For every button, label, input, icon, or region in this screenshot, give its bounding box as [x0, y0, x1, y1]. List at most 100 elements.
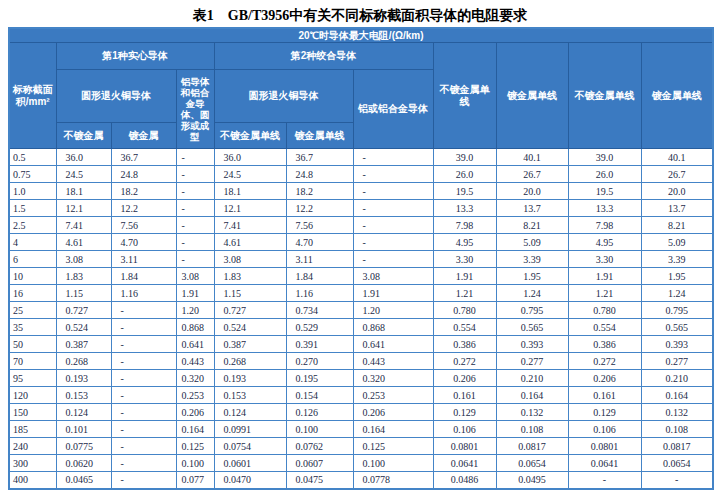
resistance-value-cell: 0.100 — [353, 455, 433, 472]
solid-plain-header-cell: 不镀金属 — [56, 123, 111, 149]
table-row: 4000.0465-0.0770.04700.04750.07780.04860… — [9, 472, 713, 489]
resistance-value-cell: 0.320 — [353, 370, 433, 387]
resistance-value-cell: 19.5 — [568, 183, 641, 200]
plain-wire-header-cell-1: 不镀金属单线 — [433, 43, 496, 149]
resistance-value-cell: 40.1 — [641, 149, 713, 166]
resistance-value-cell: 0.106 — [568, 421, 641, 438]
resistance-value-cell: 1.15 — [214, 285, 286, 302]
resistance-value-cell: - — [111, 319, 176, 336]
table-row: 700.268-0.4430.2680.2700.4430.2720.2770.… — [9, 353, 713, 370]
resistance-value-cell: 0.780 — [433, 302, 496, 319]
resistance-value-cell: 0.0775 — [56, 438, 111, 455]
resistance-value-cell: 13.3 — [433, 200, 496, 217]
resistance-value-cell: 20.0 — [641, 183, 713, 200]
resistance-value-cell: 3.08 — [56, 251, 111, 268]
resistance-value-cell: 3.08 — [176, 268, 214, 285]
resistance-value-cell: 0.565 — [496, 319, 568, 336]
resistance-value-cell: 0.443 — [176, 353, 214, 370]
area-cell: 150 — [9, 404, 56, 421]
resistance-value-cell: 0.132 — [496, 404, 568, 421]
resistance-value-cell: 0.320 — [176, 370, 214, 387]
stranded-copper-header-cell: 圆形退火铜导体 — [214, 70, 353, 123]
header-row-groups: 标称截面积/mm² 第1种实心导体 第2种绞合导体 不镀金属单线 镀金属单线 不… — [9, 43, 713, 70]
resistance-value-cell: 36.7 — [111, 149, 176, 166]
table-row: 161.151.161.911.151.161.911.211.241.211.… — [9, 285, 713, 302]
resistance-value-cell: 7.41 — [214, 217, 286, 234]
resistance-value-cell: - — [353, 200, 433, 217]
resistance-value-cell: 0.387 — [56, 336, 111, 353]
resistance-value-cell: 0.206 — [176, 404, 214, 421]
resistance-value-cell: - — [111, 404, 176, 421]
resistance-value-cell: 0.727 — [214, 302, 286, 319]
stranded-plain-header-cell: 不镀金属单线 — [214, 123, 286, 149]
area-cell: 1.5 — [9, 200, 56, 217]
table-row: 250.727-1.200.7270.7341.200.7800.7950.78… — [9, 302, 713, 319]
resistance-value-cell: 0.206 — [568, 370, 641, 387]
resistance-value-cell: 0.0475 — [286, 472, 353, 489]
resistance-value-cell: 0.795 — [496, 302, 568, 319]
area-cell: 185 — [9, 421, 56, 438]
resistance-value-cell: 13.7 — [641, 200, 713, 217]
resistance-value-cell: 24.8 — [286, 166, 353, 183]
resistance-value-cell: 0.0607 — [286, 455, 353, 472]
resistance-value-cell: 0.0620 — [56, 455, 111, 472]
resistance-value-cell: 0.0754 — [214, 438, 286, 455]
resistance-value-cell: - — [641, 472, 713, 489]
area-cell: 240 — [9, 438, 56, 455]
area-cell: 6 — [9, 251, 56, 268]
resistance-value-cell: - — [176, 166, 214, 183]
resistance-value-cell: 12.1 — [56, 200, 111, 217]
resistance-value-cell: 36.0 — [56, 149, 111, 166]
resistance-value-cell: 1.20 — [353, 302, 433, 319]
resistance-value-cell: 0.253 — [353, 387, 433, 404]
resistance-value-cell: 1.84 — [286, 268, 353, 285]
resistance-value-cell: 36.7 — [286, 149, 353, 166]
resistance-value-cell: 1.91 — [176, 285, 214, 302]
resistance-value-cell: 3.08 — [214, 251, 286, 268]
resistance-value-cell: 0.868 — [176, 319, 214, 336]
resistance-value-cell: 5.09 — [641, 234, 713, 251]
table-row: 63.083.11-3.083.11-3.303.393.303.39 — [9, 251, 713, 268]
resistance-value-cell: 0.272 — [433, 353, 496, 370]
resistance-value-cell: 0.386 — [568, 336, 641, 353]
resistance-value-cell: 40.1 — [496, 149, 568, 166]
resistance-value-cell: - — [111, 472, 176, 489]
resistance-value-cell: 0.0778 — [353, 472, 433, 489]
table-row: 3000.0620-0.1000.06010.06070.1000.06410.… — [9, 455, 713, 472]
resistance-value-cell: 0.641 — [176, 336, 214, 353]
resistance-value-cell: 3.08 — [353, 268, 433, 285]
table-row: 2.57.417.56-7.417.56-7.988.217.988.21 — [9, 217, 713, 234]
resistance-value-cell: 3.30 — [433, 251, 496, 268]
resistance-value-cell: - — [176, 200, 214, 217]
area-cell: 120 — [9, 387, 56, 404]
resistance-value-cell: 12.2 — [286, 200, 353, 217]
area-cell: 2.5 — [9, 217, 56, 234]
resistance-value-cell: 0.253 — [176, 387, 214, 404]
resistance-value-cell: 0.268 — [214, 353, 286, 370]
resistance-value-cell: 3.11 — [286, 251, 353, 268]
resistance-value-cell: 18.2 — [286, 183, 353, 200]
area-cell: 10 — [9, 268, 56, 285]
resistance-value-cell: 0.0601 — [214, 455, 286, 472]
table-row: 1.512.112.2-12.112.2-13.313.713.313.7 — [9, 200, 713, 217]
resistance-value-cell: 26.7 — [496, 166, 568, 183]
resistance-value-cell: 0.868 — [353, 319, 433, 336]
resistance-table: 20℃时导体最大电阻/(Ω/km) 标称截面积/mm² 第1种实心导体 第2种绞… — [8, 27, 714, 490]
solid-coated-header-cell: 镀金属 — [111, 123, 176, 149]
resistance-value-cell: 0.100 — [176, 455, 214, 472]
resistance-value-cell: 0.210 — [641, 370, 713, 387]
resistance-value-cell: 1.95 — [496, 268, 568, 285]
resistance-value-cell: 18.1 — [214, 183, 286, 200]
resistance-title-cell: 20℃时导体最大电阻/(Ω/km) — [9, 28, 713, 43]
table-row: 2400.0775-0.1250.07540.07620.1250.08010.… — [9, 438, 713, 455]
table-row: 44.614.70-4.614.70-4.955.094.955.09 — [9, 234, 713, 251]
resistance-value-cell: 0.529 — [286, 319, 353, 336]
resistance-value-cell: 0.164 — [176, 421, 214, 438]
resistance-value-cell: 18.1 — [56, 183, 111, 200]
resistance-value-cell: 3.39 — [496, 251, 568, 268]
resistance-value-cell: - — [111, 421, 176, 438]
resistance-value-cell: 5.09 — [496, 234, 568, 251]
resistance-value-cell: 36.0 — [214, 149, 286, 166]
resistance-value-cell: 0.0801 — [568, 438, 641, 455]
resistance-value-cell: 1.91 — [568, 268, 641, 285]
